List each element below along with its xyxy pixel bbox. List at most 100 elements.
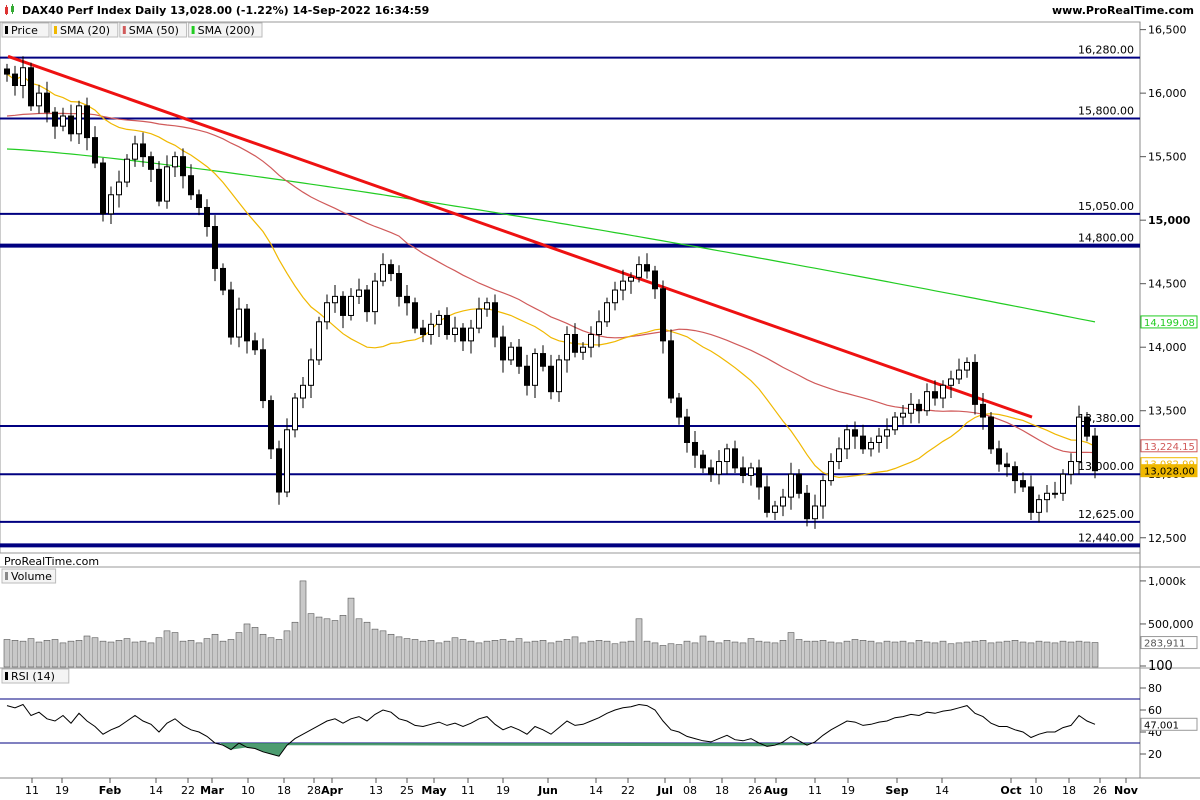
volume-bar — [363, 621, 371, 668]
x-axis-tick-label: Mar — [200, 784, 224, 797]
volume-bar — [803, 640, 811, 668]
volume-bar — [499, 639, 507, 668]
rsi-legend-item[interactable]: RSI (14) — [1, 668, 70, 684]
price-legend-label: SMA (200) — [198, 24, 255, 37]
candle-body — [1044, 492, 1050, 501]
rsi-legend-swatch — [5, 672, 8, 680]
sma20-line — [6, 73, 1096, 479]
volume-bar — [267, 637, 275, 668]
candle-body — [780, 496, 786, 507]
candle-body — [444, 314, 450, 336]
candle-body — [1052, 492, 1058, 495]
candle-body — [140, 143, 146, 158]
volume-bar — [75, 640, 83, 668]
candle-body — [564, 334, 570, 361]
volume-bar — [819, 640, 827, 668]
volume-bar — [147, 642, 155, 668]
volume-bar — [155, 637, 163, 668]
x-axis-tick-label: 14 — [149, 784, 163, 797]
candle-body — [868, 441, 874, 450]
volume-bar — [163, 630, 171, 668]
candle-body — [92, 137, 98, 164]
candle-chart-icon — [4, 4, 16, 16]
volume-bar — [379, 630, 387, 668]
x-axis-tick-label: 18 — [1062, 784, 1076, 797]
x-axis-tick-label: 28 — [307, 784, 321, 797]
price-legend-item[interactable]: SMA (200) — [188, 22, 263, 38]
candle-body — [940, 384, 946, 399]
volume-bar — [1059, 640, 1067, 668]
rsi-line — [6, 703, 1096, 757]
volume-bar — [795, 639, 803, 668]
candle-body — [12, 73, 18, 87]
volume-bar — [867, 640, 875, 668]
x-axis-tick-label: 26 — [748, 784, 762, 797]
volume-bar — [571, 636, 579, 668]
candle-body — [812, 505, 818, 520]
volume-bar — [827, 641, 835, 668]
candle-body — [428, 323, 434, 336]
candle-body — [764, 486, 770, 513]
candle-body — [604, 302, 610, 323]
rsi-y-tick-label: 20 — [1148, 748, 1162, 761]
volume-bar — [699, 635, 707, 668]
candle-body — [116, 181, 122, 196]
price-legend-swatch — [122, 26, 126, 34]
volume-bar — [1027, 642, 1035, 668]
volume-bar — [1003, 640, 1011, 668]
level-label: 14,800.00 — [1078, 232, 1134, 245]
volume-bar — [731, 641, 739, 668]
candle-body — [228, 289, 234, 338]
volume-bar — [19, 640, 27, 668]
volume-bar — [1043, 641, 1051, 668]
x-axis-tick-label: Feb — [99, 784, 122, 797]
price-legend-item[interactable]: SMA (20) — [50, 22, 119, 38]
volume-bar — [939, 640, 947, 668]
candle-body — [372, 280, 378, 313]
candle-body — [588, 334, 594, 348]
price-legend-item[interactable]: SMA (50) — [119, 22, 188, 38]
site-url[interactable]: www.ProRealTime.com — [1051, 4, 1194, 17]
candle-body — [276, 448, 282, 493]
volume-bar — [507, 640, 515, 668]
volume-bar — [107, 641, 115, 668]
rsi-y-tick-label: 100 — [1148, 659, 1173, 674]
volume-bar — [403, 638, 411, 668]
candle-body — [124, 158, 130, 183]
volume-bar — [515, 638, 523, 668]
volume-bar — [923, 641, 931, 668]
candle-body — [844, 429, 850, 450]
x-axis-tick-label: Jun — [537, 784, 558, 797]
volume-bar — [219, 640, 227, 668]
x-axis-tick-label: 19 — [496, 784, 510, 797]
candle-body — [732, 448, 738, 469]
volume-bar — [963, 641, 971, 668]
x-axis-tick-label: Oct — [1000, 784, 1021, 797]
price-legend-box — [119, 22, 188, 38]
volume-bar — [579, 642, 587, 668]
candle-body — [1084, 416, 1090, 437]
volume-bar — [979, 640, 987, 668]
candle-body — [860, 435, 866, 450]
volume-bar — [35, 641, 43, 668]
x-axis-tick-label: 18 — [277, 784, 291, 797]
x-axis-tick-label: 26 — [1093, 784, 1107, 797]
x-axis-tick-label: 08 — [683, 784, 697, 797]
x-axis-tick-label: Apr — [321, 784, 343, 797]
volume-bar — [763, 641, 771, 668]
price-legend-box — [50, 22, 119, 38]
candle-body — [268, 400, 274, 450]
volume-bar — [907, 642, 915, 668]
candle-body — [572, 334, 578, 353]
volume-bar — [123, 638, 131, 668]
price-legend-item[interactable]: Price — [1, 22, 50, 38]
volume-bar — [395, 636, 403, 668]
candle-body — [100, 162, 106, 215]
volume-legend-item[interactable]: Volume — [1, 568, 57, 584]
volume-bar — [1075, 640, 1083, 668]
candle-body — [108, 194, 114, 215]
level-label: 15,050.00 — [1078, 200, 1134, 213]
candle-body — [636, 264, 642, 278]
volume-bar — [51, 639, 59, 668]
